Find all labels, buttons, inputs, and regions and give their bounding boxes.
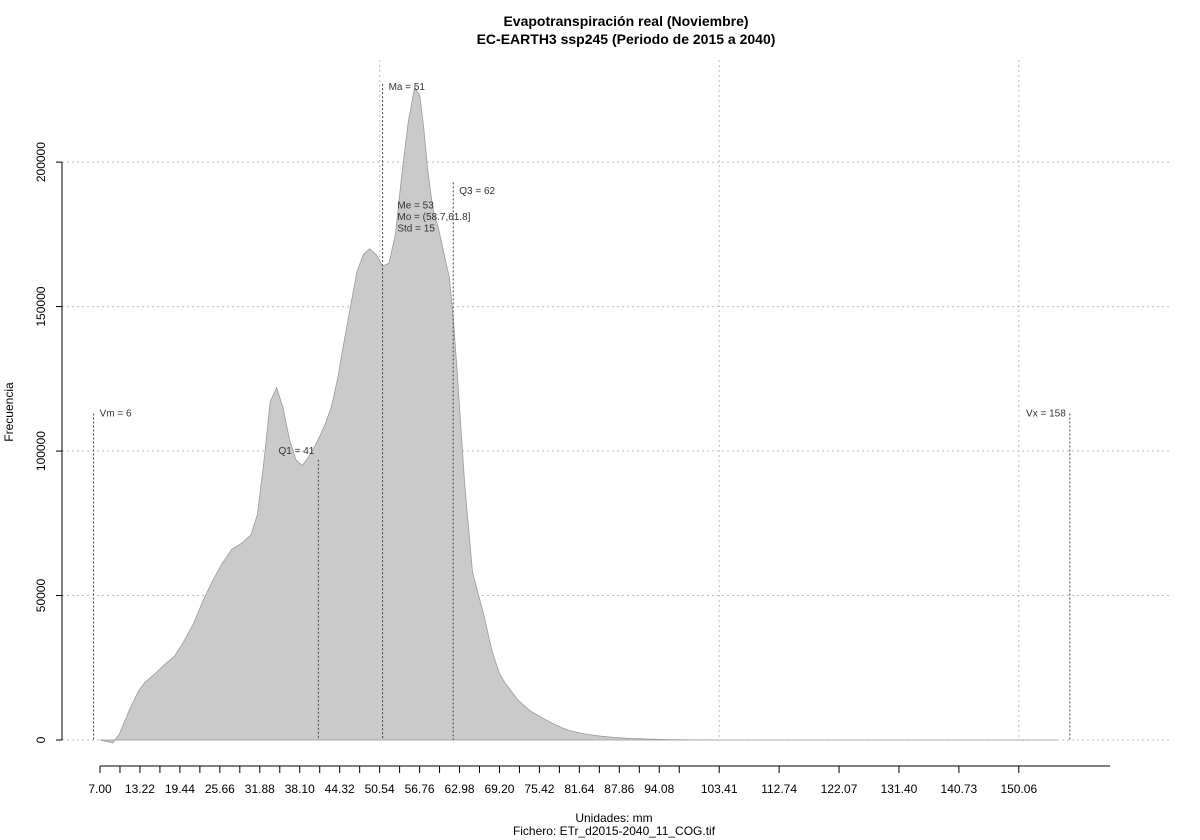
x-tick-label-3: 25.66 xyxy=(205,782,235,796)
x-tick-label-10: 69.20 xyxy=(484,782,514,796)
x-tick-label-14: 94.08 xyxy=(644,782,674,796)
x-tick-label-5: 38.10 xyxy=(285,782,315,796)
x-tick-label-9: 62.98 xyxy=(445,782,475,796)
stats-line-1: Mo = (58.7,61.8] xyxy=(397,212,470,223)
x-axis: 7.00 13.22 19.44 25.66 31.88 38.10 44.32 50.54 5… xyxy=(88,765,1110,796)
x-tick-label-20: 150.06 xyxy=(1000,782,1037,796)
x-tick-label-4: 31.88 xyxy=(245,782,275,796)
x-tick-label-6: 44.32 xyxy=(325,782,355,796)
x-tick-label-13: 87.86 xyxy=(604,782,634,796)
chart-title: Evapotranspiración real (Noviembre) xyxy=(503,13,748,29)
x-tick-label-11: 75.42 xyxy=(524,782,554,796)
stats-line-0: Me = 53 xyxy=(397,200,434,211)
y-tick-label-0: 0 xyxy=(34,736,48,743)
y-tick-label-4: 200000 xyxy=(34,142,48,182)
stat-label-2: Ma = 51 xyxy=(389,82,426,93)
x-tick-label-8: 56.76 xyxy=(405,782,435,796)
x-tick-label-19: 140.73 xyxy=(941,782,978,796)
y-tick-label-3: 150000 xyxy=(34,286,48,326)
y-tick-label-2: 100000 xyxy=(34,431,48,471)
y-axis: 0 50000 100000 150000 200000 xyxy=(34,142,63,743)
x-tick-label-12: 81.64 xyxy=(564,782,594,796)
stat-label-1: Q1 = 41 xyxy=(279,446,315,457)
x-tick-label-17: 122.07 xyxy=(821,782,858,796)
stat-annotations: Vm = 6 Q1 = 41 Ma = 51 Q3 = 62 Vx = 158 Me = … xyxy=(100,82,1067,457)
stat-label-4: Vx = 158 xyxy=(1026,409,1066,420)
x-tick-label-7: 50.54 xyxy=(365,782,395,796)
density-area xyxy=(99,85,1057,744)
x-tick-label-2: 19.44 xyxy=(165,782,195,796)
stat-lines xyxy=(93,84,1071,740)
y-axis-label: Frecuencia xyxy=(2,382,16,442)
x-tick-label-15: 103.41 xyxy=(701,782,738,796)
y-tick-label-1: 50000 xyxy=(34,579,48,613)
x-tick-label-0: 7.00 xyxy=(88,782,112,796)
x-tick-label-1: 13.22 xyxy=(125,782,155,796)
x-tick-label-18: 131.40 xyxy=(881,782,918,796)
stat-label-3: Q3 = 62 xyxy=(459,186,495,197)
chart-subtitle: EC-EARTH3 ssp245 (Periodo de 2015 a 2040… xyxy=(477,31,776,47)
x-tick-label-16: 112.74 xyxy=(761,782,797,796)
stat-label-0: Vm = 6 xyxy=(100,409,132,420)
stats-line-2: Std = 15 xyxy=(397,224,435,235)
file-caption: Fichero: ETr_d2015-2040_11_COG.tif xyxy=(513,824,716,838)
x-axis-label: Unidades: mm xyxy=(575,811,652,825)
